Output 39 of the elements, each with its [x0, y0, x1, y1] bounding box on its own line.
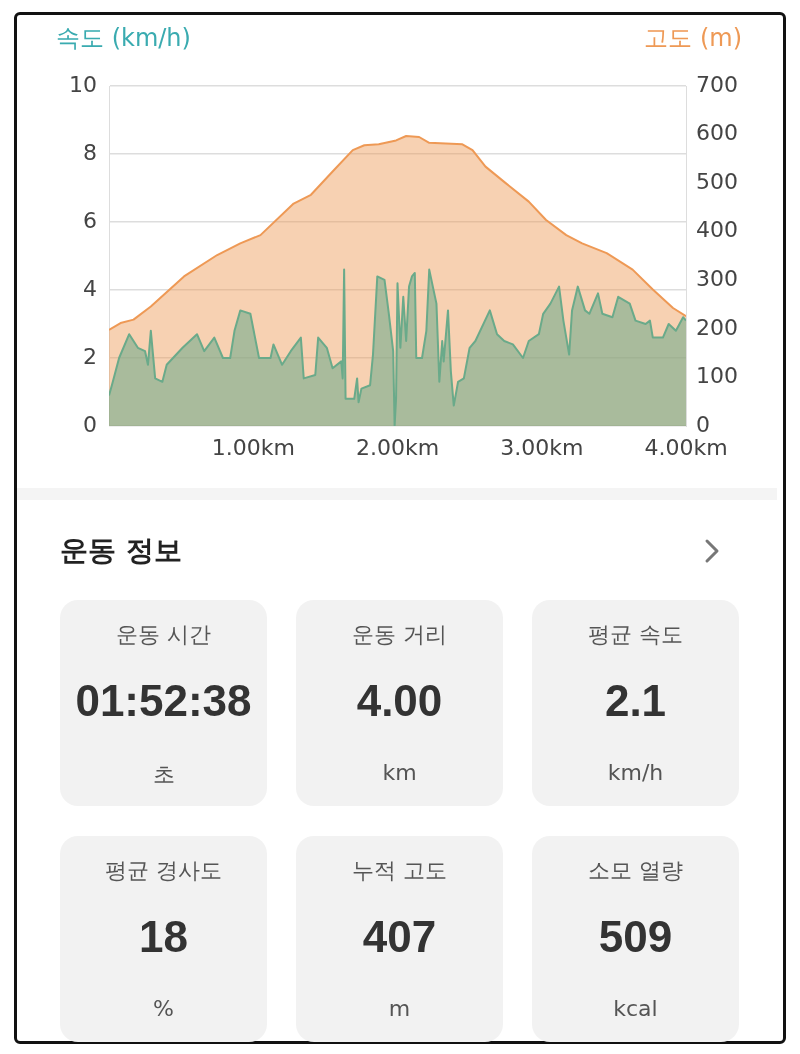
text: 407: [361, 912, 438, 962]
text: 평균 경사도: [104, 857, 223, 885]
y2-tick-label: 0: [696, 411, 710, 437]
y2-tick-label: 200: [696, 314, 738, 340]
x-tick-label: 3.00km: [500, 434, 584, 460]
y2-axis-title: 고도 (m): [644, 23, 742, 54]
y-tick-label: 0: [83, 411, 97, 437]
text: 18: [138, 912, 189, 962]
text: m: [387, 996, 412, 1021]
y-axis-title: 속도 (km/h): [56, 23, 191, 54]
text: 운동 정보: [60, 533, 182, 569]
y-tick-label: 4: [83, 275, 97, 301]
y-tick-label: 2: [83, 343, 97, 369]
text: 2.1: [603, 676, 668, 726]
y-tick-label: 8: [83, 139, 97, 165]
y2-tick-label: 100: [696, 363, 738, 389]
y-tick-label: 10: [69, 71, 97, 97]
text: 509: [597, 912, 674, 962]
y2-tick-label: 400: [696, 217, 738, 243]
y2-tick-label: 500: [696, 168, 738, 194]
text: 01:52:38: [74, 676, 253, 726]
text: 평균 속도: [587, 621, 684, 649]
text: kcal: [612, 996, 659, 1021]
text: 소모 열량: [587, 857, 684, 885]
text: 운동 시간: [115, 621, 212, 649]
y2-tick-label: 600: [696, 120, 738, 146]
text: km: [381, 760, 418, 785]
y-tick-label: 6: [83, 207, 97, 233]
y2-tick-label: 700: [696, 71, 738, 97]
text: 운동 거리: [351, 621, 448, 649]
x-tick-label: 4.00km: [644, 434, 728, 460]
text: 누적 고도: [351, 857, 448, 885]
x-tick-label: 2.00km: [355, 434, 440, 460]
text: 4.00: [355, 676, 444, 726]
text: km/h: [606, 760, 665, 785]
text: %: [152, 996, 175, 1021]
text: 초: [151, 761, 176, 789]
x-tick-label: 1.00km: [211, 434, 295, 460]
y2-tick-label: 300: [696, 266, 738, 291]
